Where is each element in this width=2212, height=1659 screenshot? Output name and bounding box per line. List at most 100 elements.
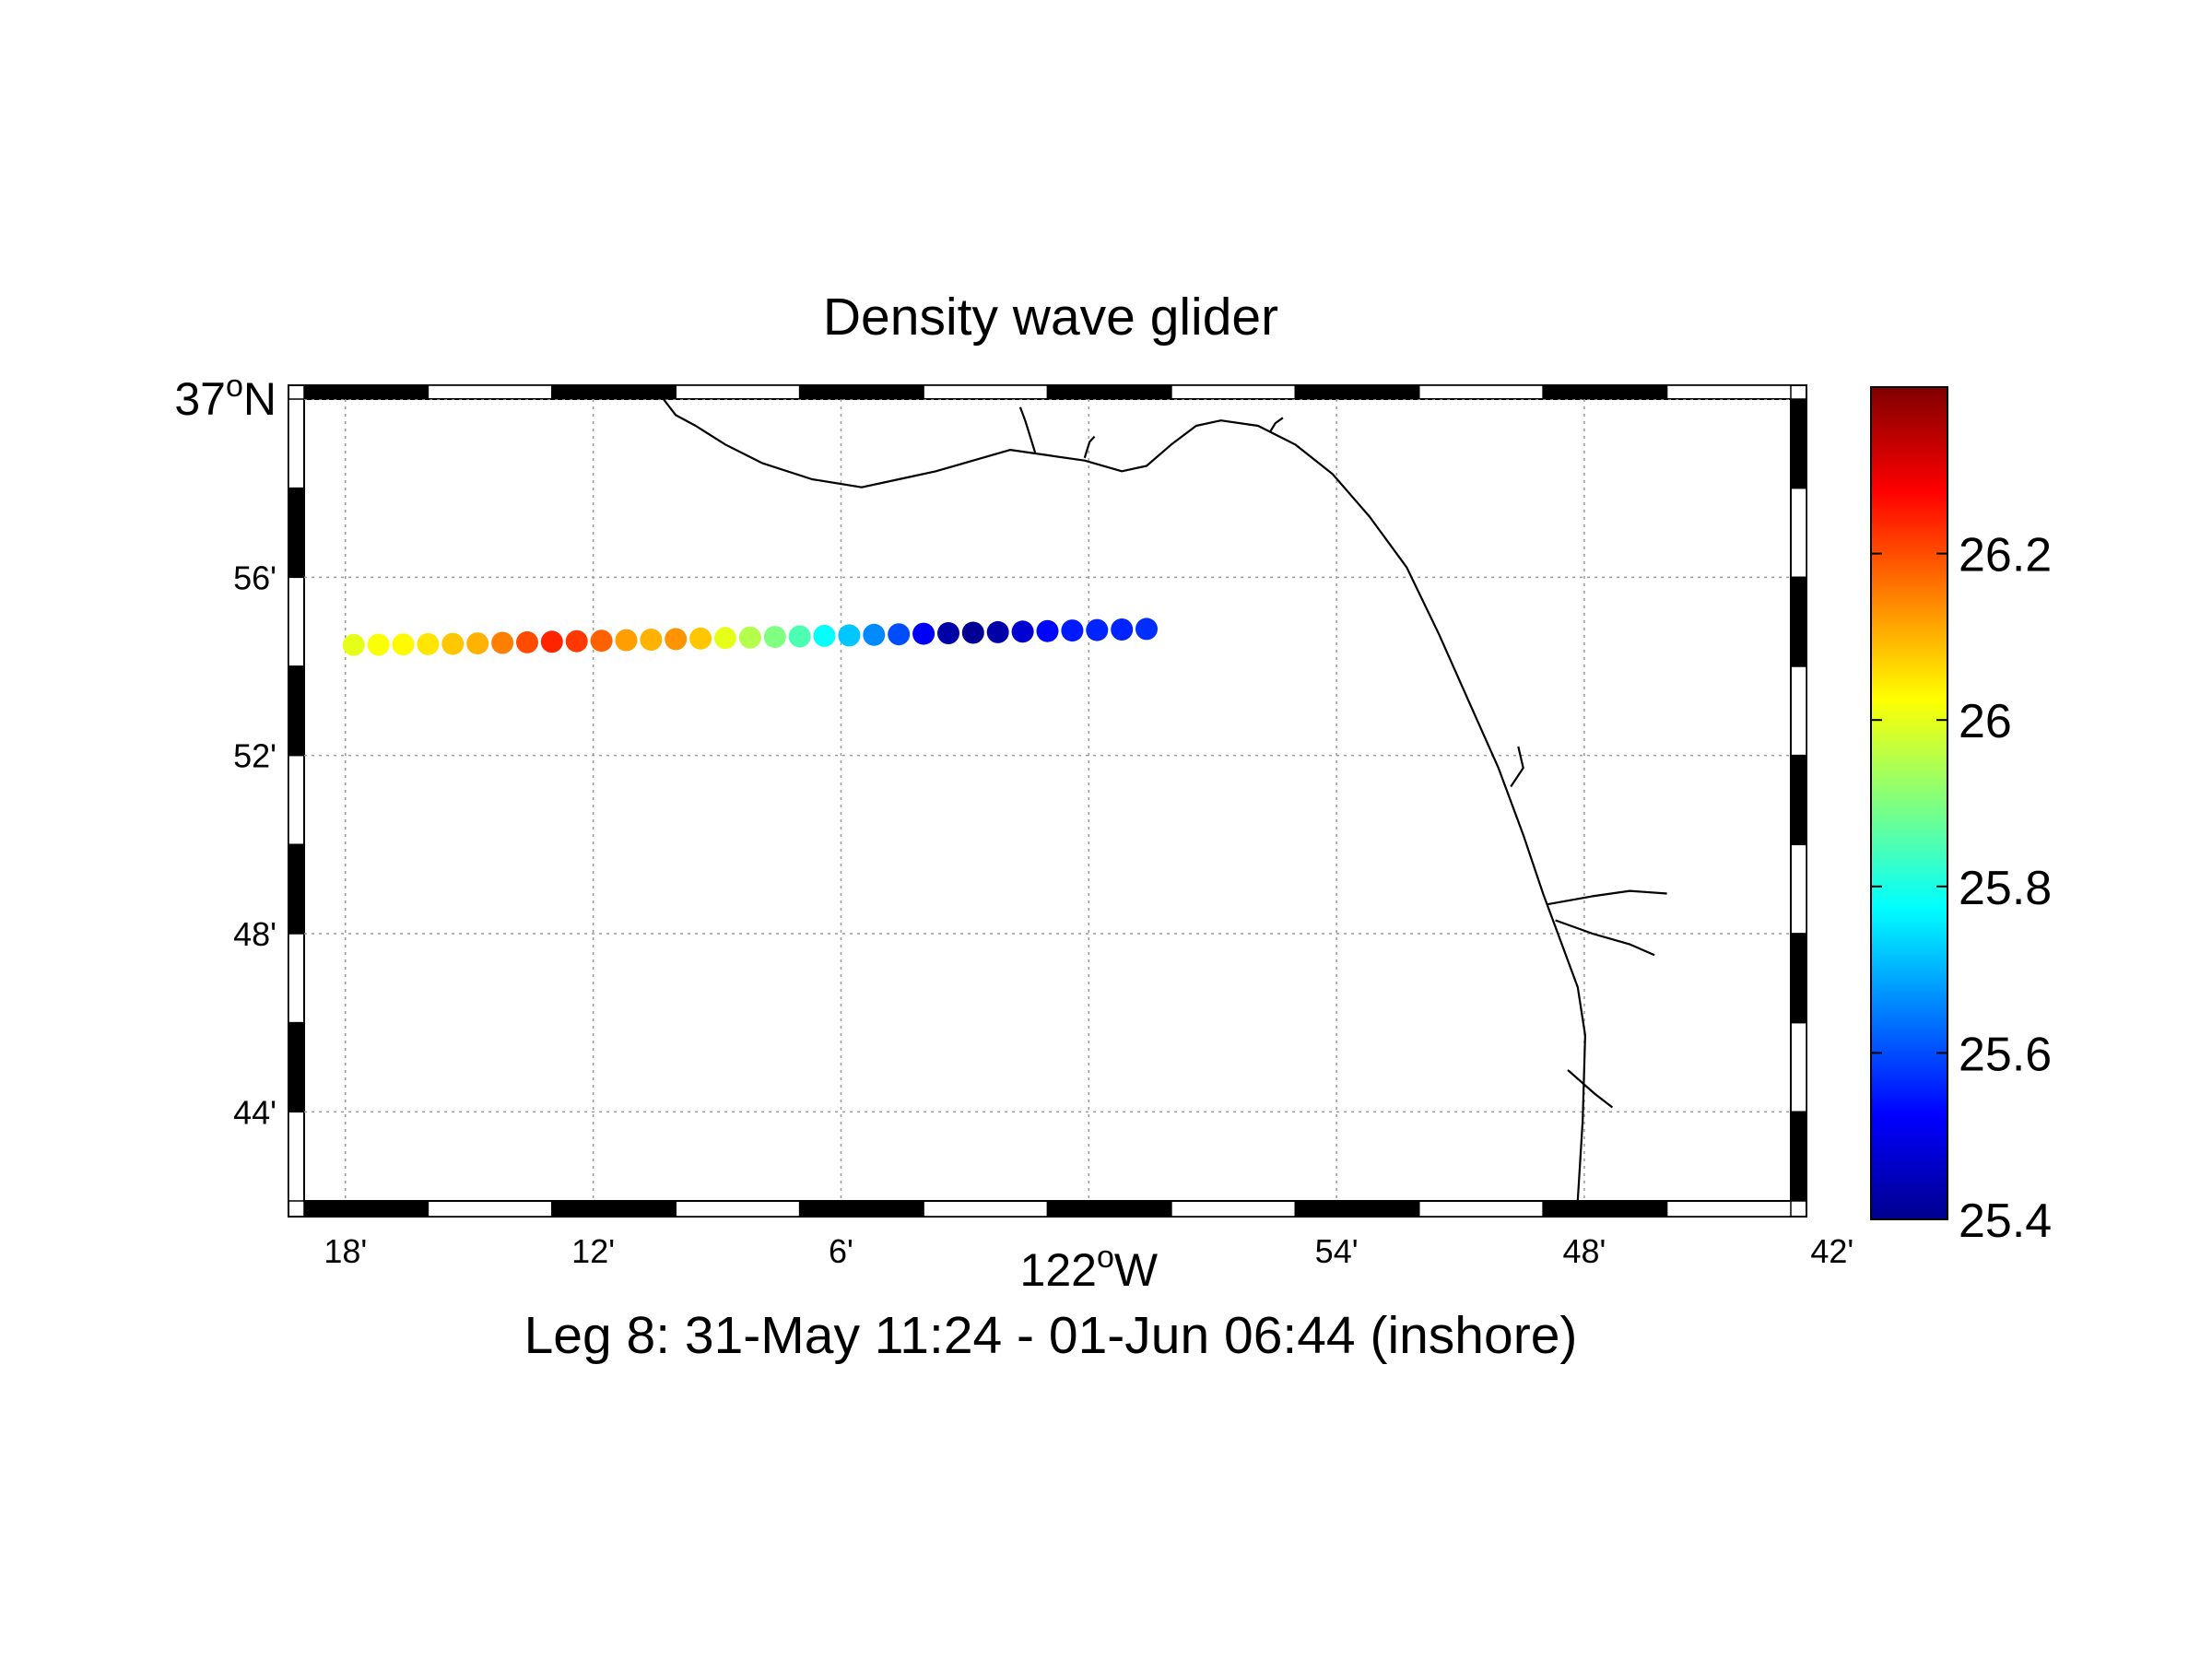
colorbar-tick-labels: 25.4 25.6 25.8 26 26.2 bbox=[1871, 529, 2052, 1248]
lon-tick-label: 12' bbox=[571, 1232, 615, 1270]
frame-segment bbox=[1294, 1200, 1420, 1218]
frame-segment bbox=[1790, 576, 1807, 667]
longitude-tick-labels: 18' 12' 6' 122oW 54' 48' 42' bbox=[324, 1232, 1853, 1296]
lat-tick-label: 37oN bbox=[174, 369, 276, 425]
coastline-segment bbox=[1555, 919, 1655, 957]
track-point bbox=[738, 626, 761, 649]
frame-segment bbox=[923, 1200, 1049, 1218]
frame-segment bbox=[288, 843, 305, 935]
track-point bbox=[912, 622, 935, 645]
frame-segment bbox=[551, 384, 677, 400]
track-point bbox=[937, 622, 959, 644]
track-point bbox=[590, 629, 613, 653]
colorbar-gradient bbox=[1870, 386, 1948, 1220]
lon-tick-label: 48' bbox=[1563, 1232, 1606, 1270]
track-point bbox=[565, 629, 588, 653]
frame-segment bbox=[1790, 1021, 1807, 1113]
track-point bbox=[1011, 620, 1034, 643]
frame-segment bbox=[288, 487, 305, 579]
frame-segment bbox=[1542, 1200, 1668, 1218]
frame-segment bbox=[1294, 384, 1420, 400]
track-point bbox=[788, 625, 811, 648]
frame-segment bbox=[288, 1021, 305, 1113]
chart-subtitle: Leg 8: 31-May 11:24 - 01-Jun 06:44 (insh… bbox=[524, 1306, 1578, 1365]
latitude-tick-labels: 37oN 56' 52' 48' 44' bbox=[174, 369, 276, 1131]
frame-segment bbox=[288, 933, 305, 1024]
track-point bbox=[1061, 619, 1084, 642]
track-point bbox=[540, 630, 563, 653]
frame-segment bbox=[1790, 487, 1807, 579]
track-point bbox=[763, 626, 786, 649]
lon-tick-label: 122oW bbox=[1020, 1240, 1159, 1296]
frame-segment bbox=[288, 1111, 305, 1202]
track-point bbox=[1036, 619, 1059, 642]
track-point bbox=[1111, 618, 1134, 641]
track-point bbox=[417, 632, 440, 655]
glider-track bbox=[342, 618, 1158, 656]
colorbar-tick-label: 25.8 bbox=[1959, 862, 2052, 915]
chart-title: Density wave glider bbox=[823, 288, 1278, 347]
track-point bbox=[491, 631, 514, 654]
frame-segment bbox=[288, 754, 305, 846]
lon-tick-label: 42' bbox=[1810, 1232, 1853, 1270]
track-point bbox=[986, 620, 1009, 643]
track-point bbox=[689, 627, 712, 650]
colorbar-tick-label: 26 bbox=[1959, 695, 2012, 748]
frame-segment bbox=[1171, 384, 1297, 400]
frame-segment bbox=[1418, 384, 1544, 400]
frame-segment bbox=[1046, 1200, 1172, 1218]
coastline-segment bbox=[662, 399, 1586, 1201]
track-point bbox=[441, 632, 465, 655]
coastline-segment bbox=[1567, 1069, 1614, 1109]
map-gridlines bbox=[304, 399, 1791, 1201]
lat-tick-label: 44' bbox=[233, 1093, 276, 1131]
frame-segment bbox=[1665, 1200, 1792, 1218]
colorbar-tick-label: 25.6 bbox=[1959, 1028, 2052, 1081]
coastline-segment bbox=[1083, 435, 1096, 459]
track-point bbox=[516, 630, 538, 653]
track-point bbox=[392, 633, 415, 656]
frame-segment bbox=[1418, 1200, 1544, 1218]
track-point bbox=[888, 623, 911, 646]
track-point bbox=[961, 621, 984, 644]
colorbar: 25.4 25.6 25.8 26 26.2 bbox=[1870, 386, 2052, 1248]
colorbar-tick-label: 25.4 bbox=[1959, 1194, 2052, 1248]
frame-segment bbox=[1790, 1111, 1807, 1202]
coastline-segment bbox=[1018, 406, 1037, 453]
frame-segment bbox=[288, 576, 305, 667]
frame-segment bbox=[427, 1200, 553, 1218]
map-frame bbox=[288, 384, 1807, 1218]
frame-segment bbox=[1046, 384, 1172, 400]
track-point bbox=[640, 629, 663, 651]
track-point bbox=[813, 624, 836, 647]
lat-tick-label: 48' bbox=[233, 915, 276, 953]
track-point bbox=[1135, 618, 1158, 641]
frame-segment bbox=[1665, 384, 1792, 400]
frame-segment bbox=[1542, 384, 1668, 400]
coastline-segment bbox=[1547, 889, 1667, 906]
frame-segment bbox=[1790, 398, 1807, 489]
track-point bbox=[863, 623, 886, 646]
lat-tick-label: 52' bbox=[233, 737, 276, 775]
track-point bbox=[1086, 618, 1109, 641]
track-point bbox=[342, 633, 365, 656]
frame-segment bbox=[675, 1200, 801, 1218]
coastline bbox=[662, 399, 1667, 1201]
frame-segment bbox=[1790, 933, 1807, 1024]
frame-segment bbox=[288, 665, 305, 757]
frame-segment bbox=[1790, 843, 1807, 935]
coastline-segment bbox=[1269, 417, 1284, 432]
frame-segment bbox=[1171, 1200, 1297, 1218]
lon-tick-label: 6' bbox=[829, 1232, 853, 1270]
colorbar-tick-label: 26.2 bbox=[1959, 529, 2052, 582]
track-point bbox=[466, 632, 489, 655]
lat-tick-label: 56' bbox=[233, 559, 276, 596]
frame-segment bbox=[675, 384, 801, 400]
track-point bbox=[714, 627, 736, 650]
plot-area bbox=[303, 398, 1792, 1202]
coastline-segment bbox=[1510, 746, 1524, 788]
track-point bbox=[615, 629, 638, 652]
frame-segment bbox=[427, 384, 553, 400]
frame-segment bbox=[923, 384, 1049, 400]
